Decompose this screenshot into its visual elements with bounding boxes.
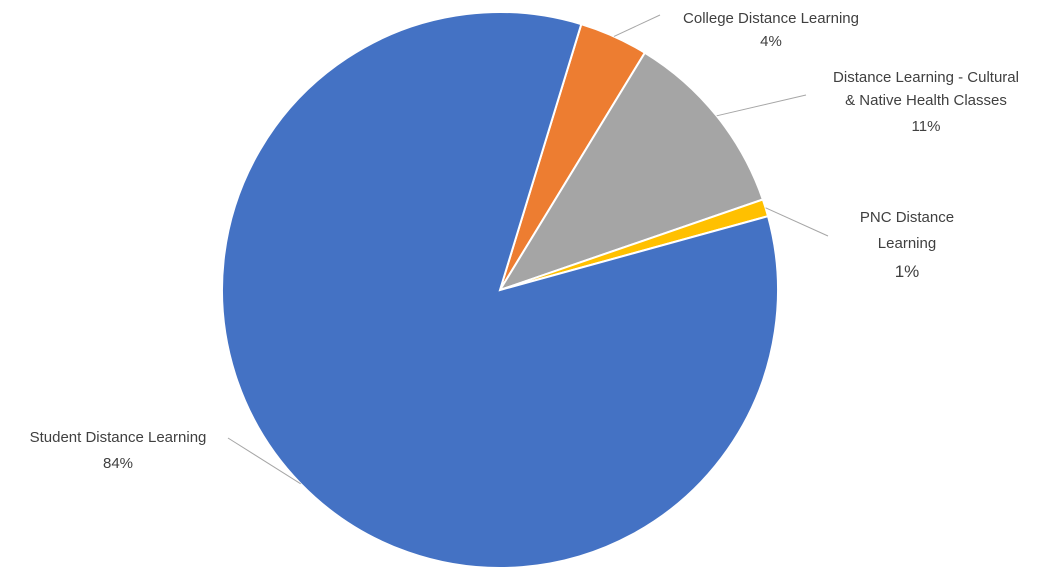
data-label-pnc-distance-learning: PNC Distance Learning 1% — [860, 209, 954, 281]
leader-lines — [227, 14, 829, 485]
label-name: Student Distance Learning — [30, 429, 207, 446]
label-percent: 84% — [103, 455, 133, 472]
data-label-distance-learning-cultural: Distance Learning - Cultural & Native He… — [833, 69, 1019, 135]
label-name-line-2: Learning — [878, 235, 936, 252]
leader-line-student-distance-learning — [227, 437, 301, 485]
leader-line-pnc-distance-learning — [765, 207, 829, 237]
data-label-student-distance-learning: Student Distance Learning 84% — [30, 429, 207, 472]
label-name: College Distance Learning — [683, 10, 859, 27]
pie-slice-student-distance-learning — [221, 11, 779, 568]
label-name-line-1: Distance Learning - Cultural — [833, 69, 1019, 86]
label-name-line-1: PNC Distance — [860, 209, 954, 226]
leader-line-college-distance-learning — [613, 14, 661, 37]
pie-slices — [221, 11, 779, 568]
label-percent: 1% — [895, 262, 920, 281]
label-percent: 4% — [760, 33, 782, 50]
label-percent: 11% — [912, 118, 941, 135]
label-name-line-2: & Native Health Classes — [845, 92, 1007, 109]
leader-line-distance-learning-cultural-native-health-classes — [716, 94, 807, 117]
pie-slice-distance-learning-cultural-native-health-classes — [497, 51, 765, 292]
data-label-college-distance-learning: College Distance Learning 4% — [683, 10, 859, 50]
